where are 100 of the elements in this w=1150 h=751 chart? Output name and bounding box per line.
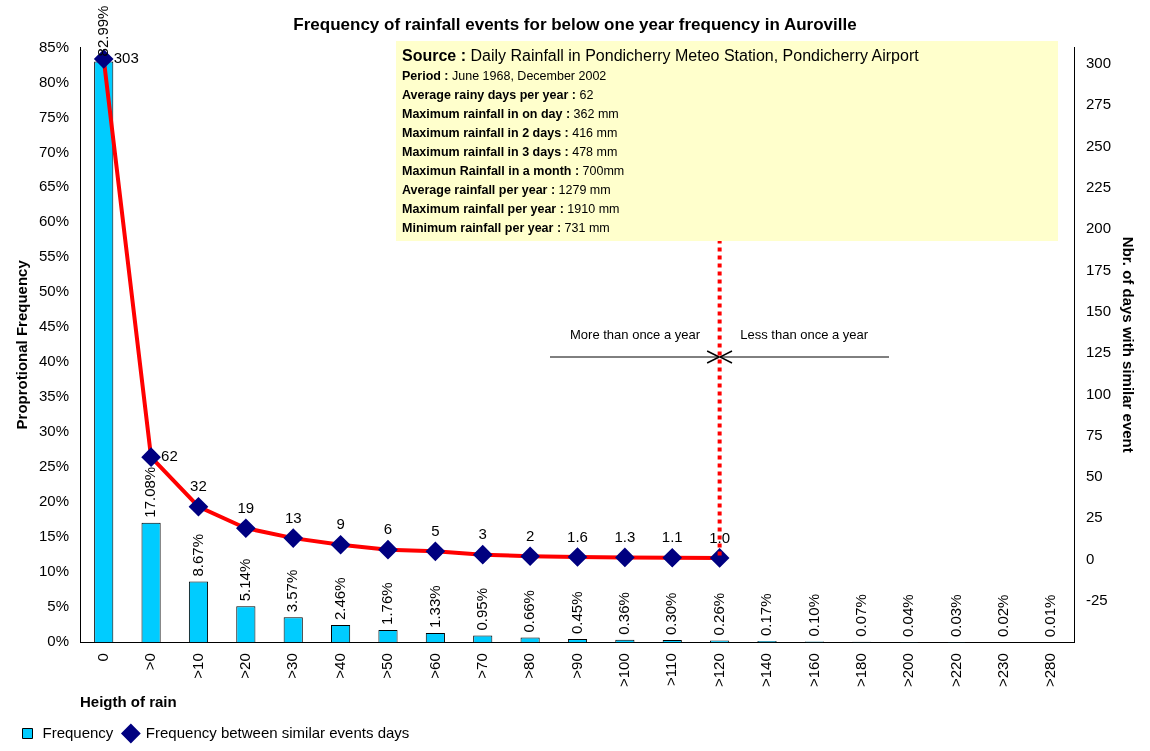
data-label: 17.08% [141,466,159,518]
annotation: Source : Daily Rainfall in Pondicherry Meteo Station, Pondicherry Airport [402,47,919,65]
annotation: More than once a year [569,326,702,342]
y-tick-label: 15% [38,527,70,545]
data-label: 303 [113,49,139,67]
annotation: Average rainy days per year : 62 [402,88,594,103]
x-axis-title: Heigth of rain [80,693,177,711]
legend-label: Frequency between similar events days [145,723,410,741]
y2-tick-label: 250 [1085,136,1111,154]
x-tick-label: >140 [757,653,775,688]
data-label: 5.14% [235,558,253,602]
data-label: 0.10% [804,593,822,637]
annotation: Average rainfall per year : 1279 mm [402,183,611,198]
y-tick-label: 70% [38,142,70,160]
data-label: 0.04% [899,594,917,637]
y-tick-label: 20% [38,492,70,510]
annotation: Maximum rainfall in 3 days : 478 mm [402,145,618,160]
y-tick-label: 65% [38,177,70,195]
data-label: 0.01% [1041,594,1059,638]
x-tick-label: >220 [946,653,964,688]
y-tick-label: 80% [38,72,70,90]
x-tick-label: >160 [804,653,822,688]
y-tick-label: 60% [38,212,70,230]
annotation: Less than once a year [739,326,870,342]
annotation: Maximun Rainfall in a month : 700mm [402,164,625,179]
y-tick-label: 0% [47,632,70,650]
y2-tick-label: 225 [1085,177,1111,195]
y2-axis-title: Nbr. of days with similar event [1119,236,1137,453]
data-label: 0.07% [851,594,869,637]
data-label: 0.95% [472,588,490,631]
data-label: 1.76% [378,582,396,625]
y2-tick-label: 75 [1085,425,1103,443]
y2-tick-label: 50 [1085,467,1103,485]
y2-tick-label: 275 [1085,95,1111,113]
data-label: 0.26% [709,592,727,636]
y-tick-label: 40% [38,352,70,370]
x-tick-label: >180 [851,653,869,688]
y-tick-label: 85% [38,37,70,55]
y2-tick-label: 150 [1085,301,1111,319]
data-label: 1.33% [425,585,443,628]
data-label: 0.66% [520,590,538,633]
data-label: 1.1 [661,528,683,546]
data-label: 0.36% [615,592,633,635]
y-tick-label: 45% [38,317,70,335]
x-tick-label: >50 [378,653,396,679]
x-tick-label: >280 [1041,653,1059,688]
data-label: 1.6 [567,527,588,545]
annotation: Maximum rainfall in 2 days : 416 mm [402,126,618,141]
x-tick-label: >200 [899,653,917,688]
x-tick-label: >80 [520,653,538,679]
data-label: 0.02% [994,594,1012,638]
y-tick-label: 50% [38,282,70,300]
y2-tick-label: 25 [1085,508,1103,526]
y-tick-label: 75% [38,107,70,125]
data-label: 0.17% [757,593,775,637]
annotation: Maximum rainfall per year : 1910 mm [402,202,620,217]
data-label: 62 [161,447,178,465]
data-label: 13 [284,508,302,526]
x-tick-label: >0 [141,653,159,671]
y2-tick-label: 175 [1085,260,1111,278]
data-label: 0.45% [567,591,585,635]
data-label: 2 [525,526,535,544]
x-tick-label: >30 [283,653,301,679]
x-tick-label: >10 [188,653,206,679]
y2-tick-label: 100 [1085,384,1111,402]
y2-tick-label: -25 [1085,591,1108,609]
x-tick-label: >230 [994,653,1012,688]
data-label: 5 [431,521,440,539]
y-axis-title: Proprotional Frequency [13,259,31,430]
y-tick-label: 30% [38,422,70,440]
x-tick-label: >20 [235,653,253,679]
data-label: 8.67% [188,534,206,577]
y2-tick-label: 200 [1085,219,1111,237]
data-label: 3.57% [283,569,301,613]
chart-title: Frequency of rainfall events for below one year frequency in Auroville [293,14,857,34]
legend-label: Frequency [42,723,114,741]
y-tick-label: 25% [38,457,70,475]
data-label: 0.30% [662,592,680,636]
data-label: 19 [237,498,255,516]
annotation: Minimum rainfall per year : 731 mm [402,221,610,236]
data-label: 32 [190,477,207,495]
data-label: 9 [336,515,345,533]
data-label: 3 [478,525,487,543]
x-tick-label: >60 [425,653,443,679]
y-tick-label: 5% [47,597,70,615]
y-tick-label: 55% [38,247,70,265]
y2-tick-label: 125 [1085,343,1111,361]
x-tick-label: >40 [330,653,348,679]
data-label: 2.46% [330,577,348,620]
y2-tick-label: 300 [1085,54,1111,72]
x-tick-label: >70 [472,653,490,679]
data-label: 1.0 [709,528,731,546]
data-label: 82.99% [93,5,111,57]
annotation: Maximum rainfall in on day : 362 mm [402,107,619,122]
data-label: 1.3 [614,528,636,546]
x-tick-label: >100 [615,653,633,688]
annotation: Period : June 1968, December 2002 [402,69,607,84]
y2-tick-label: 0 [1085,549,1095,567]
x-tick-label: >110 [662,653,680,686]
x-tick-label: 0 [93,653,111,662]
